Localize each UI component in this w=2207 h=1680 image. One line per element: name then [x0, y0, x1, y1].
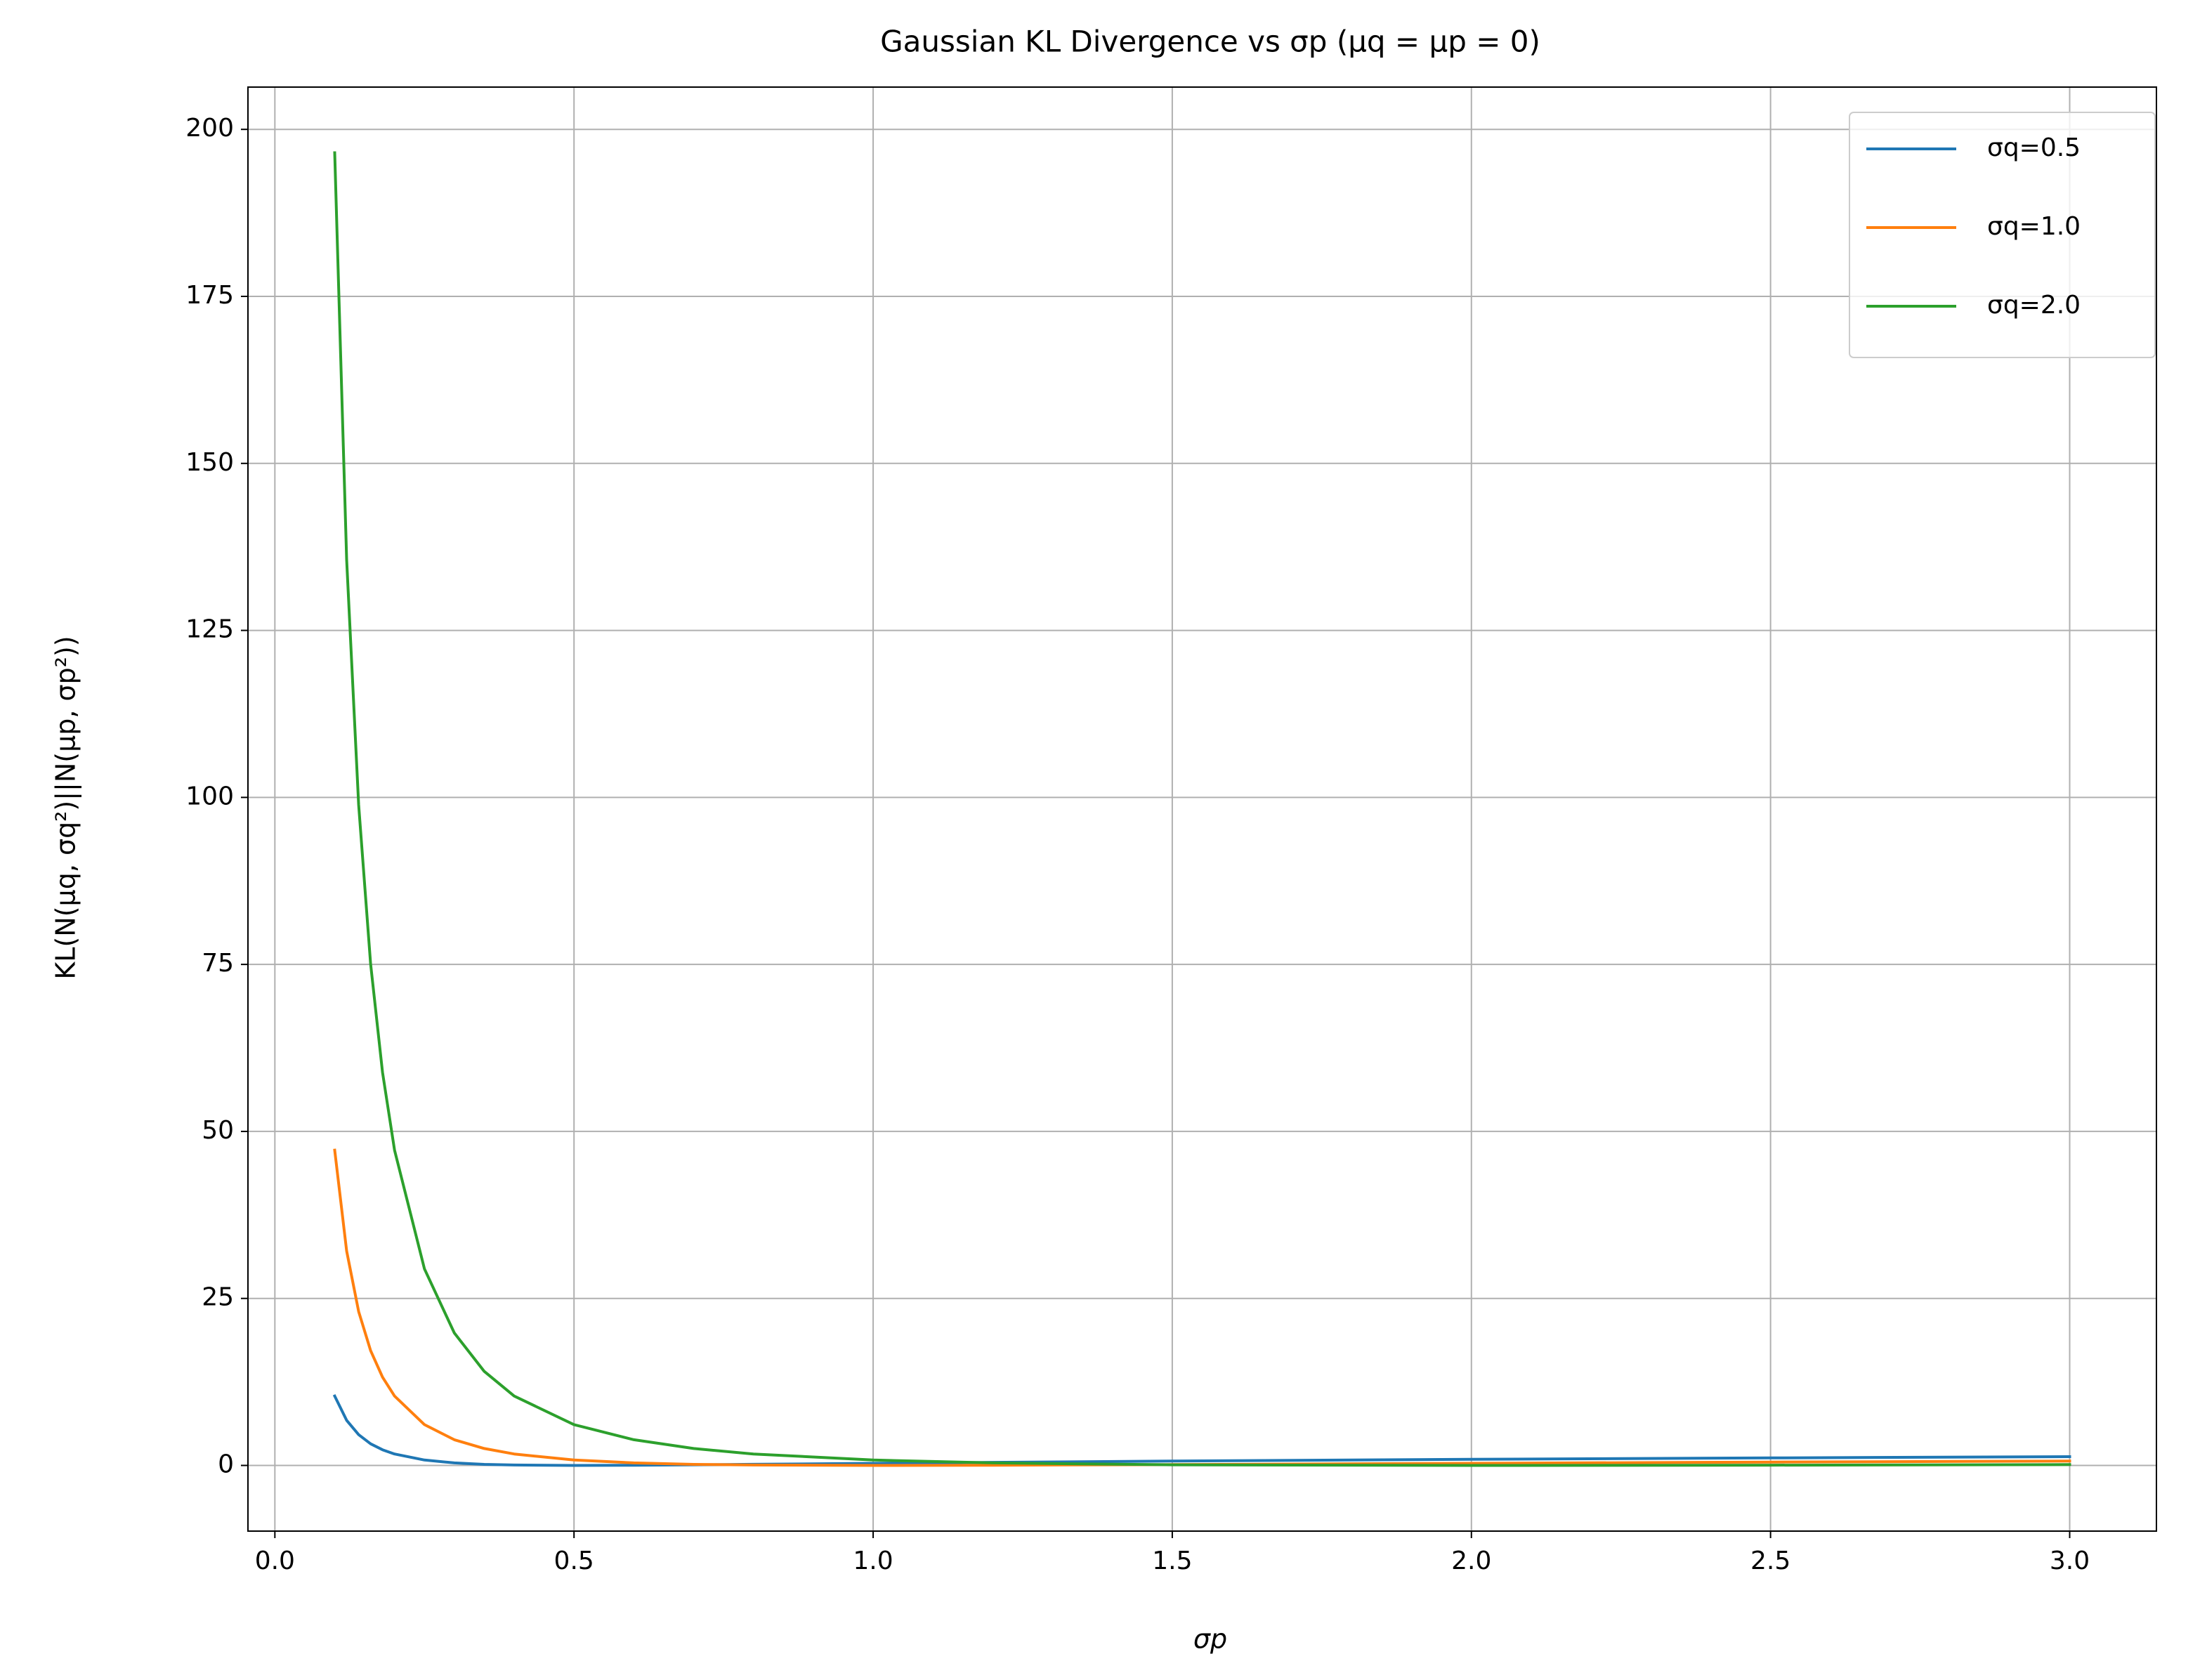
y-tick-label: 50 [202, 1116, 234, 1145]
legend-box [1849, 112, 2156, 358]
x-tick-label: 1.5 [1152, 1547, 1192, 1575]
y-tick-label: 150 [185, 448, 234, 477]
x-tick-label: 3.0 [2050, 1547, 2090, 1575]
y-tick-label: 200 [185, 114, 234, 143]
x-axis-label: σp [1193, 1624, 1227, 1655]
x-tick-label: 2.5 [1750, 1547, 1790, 1575]
series-line [332, 1394, 2071, 1467]
legend-label: σq=1.0 [1987, 212, 2081, 241]
y-tick-label: 0 [218, 1450, 234, 1479]
y-tick-label: 125 [185, 615, 234, 644]
y-axis-label: KL(N(μq, σq²)||N(μp, σp²)) [51, 636, 82, 979]
x-tick-label: 0.5 [554, 1547, 594, 1575]
y-tick-label: 100 [185, 782, 234, 811]
legend-label: σq=2.0 [1987, 291, 2081, 320]
x-tick-label: 2.0 [1451, 1547, 1491, 1575]
y-tick-label: 175 [185, 281, 234, 310]
legend-label: σq=0.5 [1987, 133, 2081, 162]
chart-title: Gaussian KL Divergence vs σp (μq = μp = … [880, 25, 1540, 59]
plot-frame [247, 86, 2157, 1532]
y-tick-label: 75 [202, 949, 234, 978]
series-line [333, 151, 2071, 1467]
x-tick-label: 1.0 [853, 1547, 893, 1575]
y-tick-label: 25 [202, 1283, 234, 1312]
x-tick-label: 0.0 [255, 1547, 295, 1575]
